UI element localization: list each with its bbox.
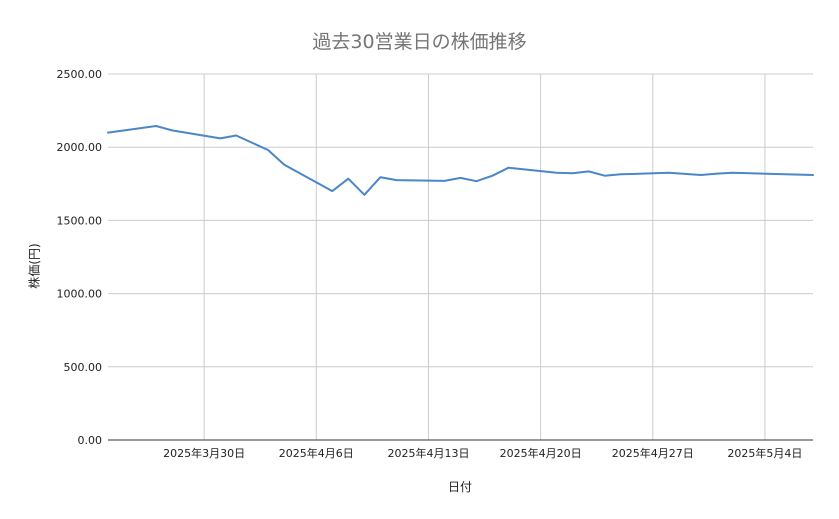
series-line — [107, 125, 814, 196]
y-tick-label: 2000.00 — [57, 141, 103, 154]
y-tick-label: 2500.00 — [57, 68, 103, 81]
x-tick-label: 2025年4月20日 — [500, 446, 582, 460]
y-tick-label: 0.00 — [78, 434, 103, 447]
y-axis-title: 株価(円) — [27, 243, 42, 289]
y-tick-label: 1000.00 — [57, 288, 103, 301]
x-axis-title: 日付 — [447, 480, 472, 494]
data-series — [107, 125, 814, 196]
x-tick-label: 2025年4月13日 — [387, 446, 469, 460]
y-tick-label: 1500.00 — [57, 214, 103, 227]
x-tick-label: 2025年3月30日 — [163, 446, 245, 460]
x-tick-label: 2025年4月27日 — [612, 446, 694, 460]
tick-labels: 0.00 500.00 1000.00 1500.00 2000.00 2500.00 20… — [57, 68, 803, 460]
y-tick-label: 500.00 — [64, 361, 103, 374]
x-tick-label: 2025年4月6日 — [279, 446, 354, 460]
grid-lines — [108, 73, 813, 440]
x-tick-label: 2025年5月4日 — [727, 446, 802, 460]
chart-title: 過去30営業日の株価推移 — [312, 31, 527, 53]
